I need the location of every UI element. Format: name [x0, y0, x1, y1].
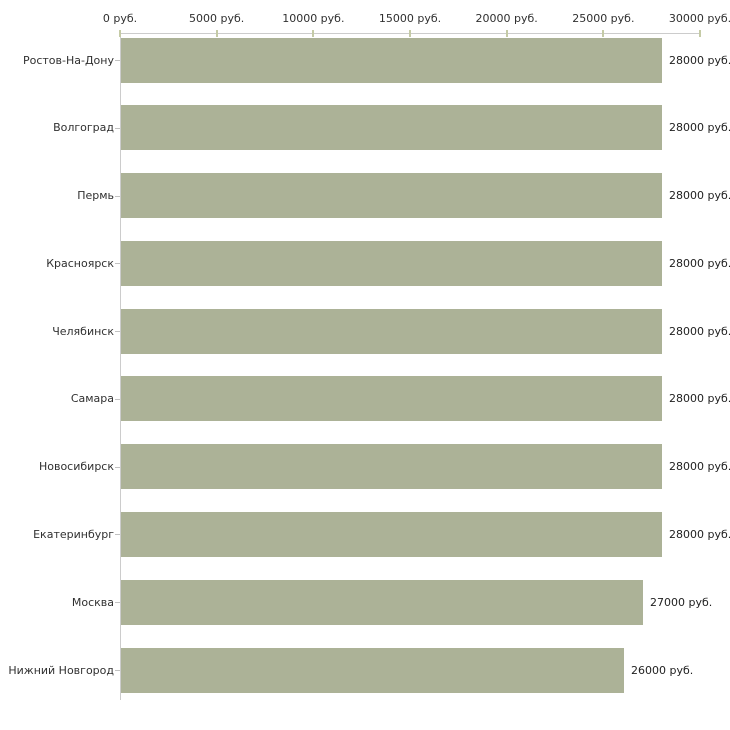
- category-tick: [115, 331, 120, 332]
- value-label: 28000 руб.: [669, 392, 730, 405]
- y-axis-line: [120, 33, 121, 700]
- x-axis-tick: [215, 30, 218, 37]
- category-tick: [115, 60, 120, 61]
- category-label: Екатеринбург: [33, 528, 114, 541]
- value-label: 28000 руб.: [669, 121, 730, 134]
- x-axis-tick-label: 0 руб.: [102, 12, 138, 25]
- x-axis-tick-label: 20000 руб.: [475, 12, 538, 25]
- bar: [121, 173, 662, 218]
- value-label: 28000 руб.: [669, 54, 730, 67]
- value-label: 26000 руб.: [631, 664, 694, 677]
- category-tick: [115, 399, 120, 400]
- x-axis-tick: [119, 30, 121, 37]
- category-label: Ростов-На-Дону: [22, 54, 114, 67]
- category-label: Пермь: [77, 189, 114, 202]
- value-label: 28000 руб.: [669, 528, 730, 541]
- x-axis-tick-label: 10000 руб.: [282, 12, 345, 25]
- category-label: Челябинск: [52, 325, 114, 338]
- value-label: 28000 руб.: [669, 325, 730, 338]
- bar: [121, 376, 662, 421]
- category-label: Волгоград: [53, 121, 114, 134]
- bar: [121, 241, 662, 286]
- x-axis-tick-label: 25000 руб.: [572, 12, 635, 25]
- value-label: 28000 руб.: [669, 460, 730, 473]
- category-tick: [115, 196, 120, 197]
- value-label: 28000 руб.: [669, 189, 730, 202]
- x-axis-tick: [409, 30, 411, 37]
- value-label: 27000 руб.: [650, 596, 713, 609]
- x-axis-tick: [699, 30, 701, 37]
- category-label: Москва: [71, 596, 114, 609]
- bar: [121, 309, 662, 354]
- x-axis-tick-label: 15000 руб.: [378, 12, 442, 25]
- category-tick: [115, 128, 120, 129]
- category-tick: [115, 467, 120, 468]
- x-axis-tick-label: 30000 руб.: [668, 12, 730, 25]
- category-label: Самара: [70, 392, 114, 405]
- category-tick: [115, 263, 120, 264]
- category-tick: [115, 602, 120, 603]
- bar: [121, 580, 643, 625]
- x-axis-tick: [602, 30, 605, 37]
- category-label: Красноярск: [46, 257, 114, 270]
- category-tick: [115, 534, 120, 535]
- x-axis-tick: [312, 30, 315, 37]
- x-axis-tick: [505, 30, 508, 37]
- category-label: Нижний Новгород: [8, 664, 114, 677]
- category-label: Новосибирск: [38, 460, 114, 473]
- value-label: 28000 руб.: [669, 257, 730, 270]
- x-axis-tick-label: 5000 руб.: [189, 12, 245, 25]
- bar: [121, 38, 662, 83]
- bar: [121, 648, 624, 693]
- bar: [121, 512, 662, 557]
- bar: [121, 105, 662, 150]
- category-tick: [115, 670, 120, 671]
- bar: [121, 444, 662, 489]
